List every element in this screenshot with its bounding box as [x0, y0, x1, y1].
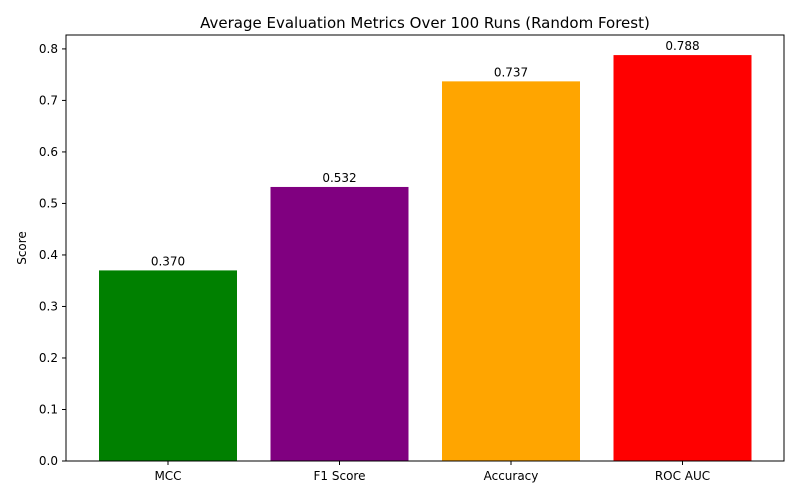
bar-value-label: 0.370: [151, 254, 185, 268]
x-axis-ticks: MCC F1 Score Accuracy ROC AUC: [154, 461, 710, 483]
x-tick-label: F1 Score: [314, 469, 366, 483]
y-tick-label: 0.2: [39, 351, 58, 365]
y-tick-label: 0.5: [39, 196, 58, 210]
bar-accuracy: [442, 81, 580, 461]
axes-frame: [65, 34, 785, 462]
y-axis-ticks: 0.0 0.1 0.2 0.3 0.4 0.5 0.6 0.7 0.8: [39, 42, 66, 468]
bar-roc-auc: [613, 55, 752, 462]
y-tick-label: 0.6: [39, 145, 58, 159]
y-tick-label: 0.0: [39, 454, 58, 468]
y-tick-label: 0.3: [39, 299, 58, 313]
x-tick-label: MCC: [154, 469, 181, 483]
y-tick-label: 0.8: [39, 42, 58, 56]
bar-mcc: [99, 270, 237, 461]
x-tick-label: Accuracy: [484, 469, 539, 483]
y-tick-label: 0.7: [39, 93, 58, 107]
bars: 0.370 0.532 0.737 0.788: [99, 39, 752, 462]
x-tick-label: ROC AUC: [655, 469, 710, 483]
y-tick-label: 0.4: [39, 248, 58, 262]
y-axis-label: Score: [15, 231, 29, 265]
y-tick-label: 0.1: [39, 402, 58, 416]
bar-value-label: 0.737: [494, 65, 528, 79]
bar-value-label: 0.788: [665, 39, 699, 53]
chart-title: Average Evaluation Metrics Over 100 Runs…: [200, 14, 650, 32]
bar-value-label: 0.532: [322, 171, 356, 185]
bar-f1-score: [270, 186, 409, 461]
